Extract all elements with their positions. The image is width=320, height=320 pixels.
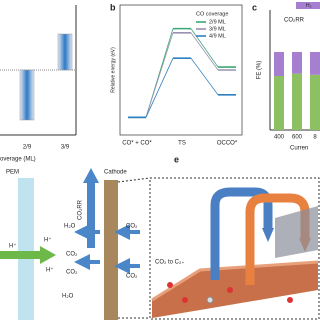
illustration-caption: CO₂ to C₂₊ bbox=[155, 260, 185, 266]
bar-segment bbox=[310, 52, 320, 75]
bar-segment bbox=[292, 52, 302, 74]
molecule bbox=[167, 282, 173, 288]
legend-title: CO coverage bbox=[196, 11, 228, 17]
connector bbox=[190, 57, 219, 96]
zoom-line bbox=[117, 177, 151, 183]
molecule bbox=[227, 287, 233, 293]
flow-loop-head bbox=[262, 228, 274, 242]
x-tick-label: 600 bbox=[292, 135, 303, 141]
panel-label: b bbox=[110, 2, 116, 12]
y-axis-label: Relative energy (eV) bbox=[110, 47, 116, 93]
proton-label: H⁺ bbox=[46, 267, 54, 274]
x-tick-label: 3/9 bbox=[61, 145, 70, 151]
legend-swatch bbox=[296, 2, 320, 9]
bar bbox=[57, 33, 73, 71]
x-tick-label: 2/9 bbox=[23, 145, 32, 151]
molecule bbox=[182, 297, 188, 303]
molecule bbox=[287, 297, 293, 303]
product-arrow bbox=[87, 182, 95, 248]
panel-label: c bbox=[252, 2, 257, 12]
y-axis-label: FE (%) bbox=[257, 61, 263, 80]
x-tick-label: CO* + CO* bbox=[122, 141, 152, 147]
molecule bbox=[206, 296, 214, 304]
plot-frame bbox=[119, 4, 243, 136]
membrane-label: PEM bbox=[6, 170, 19, 176]
bar-segment bbox=[274, 52, 284, 76]
panel-label: e bbox=[174, 154, 179, 164]
connector bbox=[145, 58, 174, 118]
legend-label: 4/9 ML bbox=[209, 33, 226, 39]
flow-loop bbox=[245, 193, 310, 285]
x-axis-label: Curren bbox=[290, 146, 308, 152]
product-arrow-head bbox=[83, 168, 99, 183]
proton-arrow-head bbox=[40, 246, 56, 264]
x-axis-label: overage (ML) bbox=[0, 157, 36, 163]
species-label: CO₂ bbox=[66, 270, 78, 276]
legend-label: H₂ bbox=[306, 3, 312, 9]
species-label: CO₂ bbox=[126, 274, 138, 280]
x-tick-label: OCCO* bbox=[217, 141, 238, 147]
cell-schematic: PEM Cathode CO₂RR H⁺ H⁺ H⁺ H₂O CO₂ CO₂ H… bbox=[0, 168, 140, 320]
proton-arrow bbox=[0, 251, 40, 259]
zoom-illustration: CO₂ to C₂₊ e bbox=[117, 154, 320, 320]
zoom-box bbox=[149, 177, 320, 320]
connector bbox=[145, 32, 174, 118]
species-label: H₂O bbox=[64, 224, 76, 230]
catalyst-edge bbox=[151, 260, 319, 302]
cathode bbox=[104, 180, 118, 320]
reaction-label: CO₂RR bbox=[78, 199, 84, 220]
ionomer-layer bbox=[275, 206, 318, 258]
proton-label: H⁺ bbox=[9, 243, 17, 250]
bar-segment bbox=[274, 76, 284, 130]
catalyst-surface bbox=[152, 262, 318, 318]
bar-segment bbox=[292, 73, 302, 130]
cathode-label: Cathode bbox=[104, 170, 127, 176]
x-tick-label: TS bbox=[178, 141, 186, 147]
species-label: CO₂ bbox=[66, 252, 78, 258]
legend-label: 3/9 ML bbox=[209, 26, 226, 32]
species-label: CO₂ bbox=[126, 224, 138, 230]
membrane bbox=[18, 178, 34, 320]
annotation: CO₂RR bbox=[284, 18, 305, 24]
legend-label: 2/9 ML bbox=[209, 19, 226, 25]
bar-segment bbox=[310, 74, 320, 130]
x-tick-label: 8 bbox=[313, 135, 317, 141]
proton-label: H⁺ bbox=[44, 237, 52, 244]
species-label: H₂O bbox=[62, 294, 74, 300]
bar bbox=[19, 69, 35, 121]
connector bbox=[190, 32, 219, 71]
x-tick-label: 400 bbox=[274, 135, 285, 141]
connector bbox=[190, 28, 219, 68]
